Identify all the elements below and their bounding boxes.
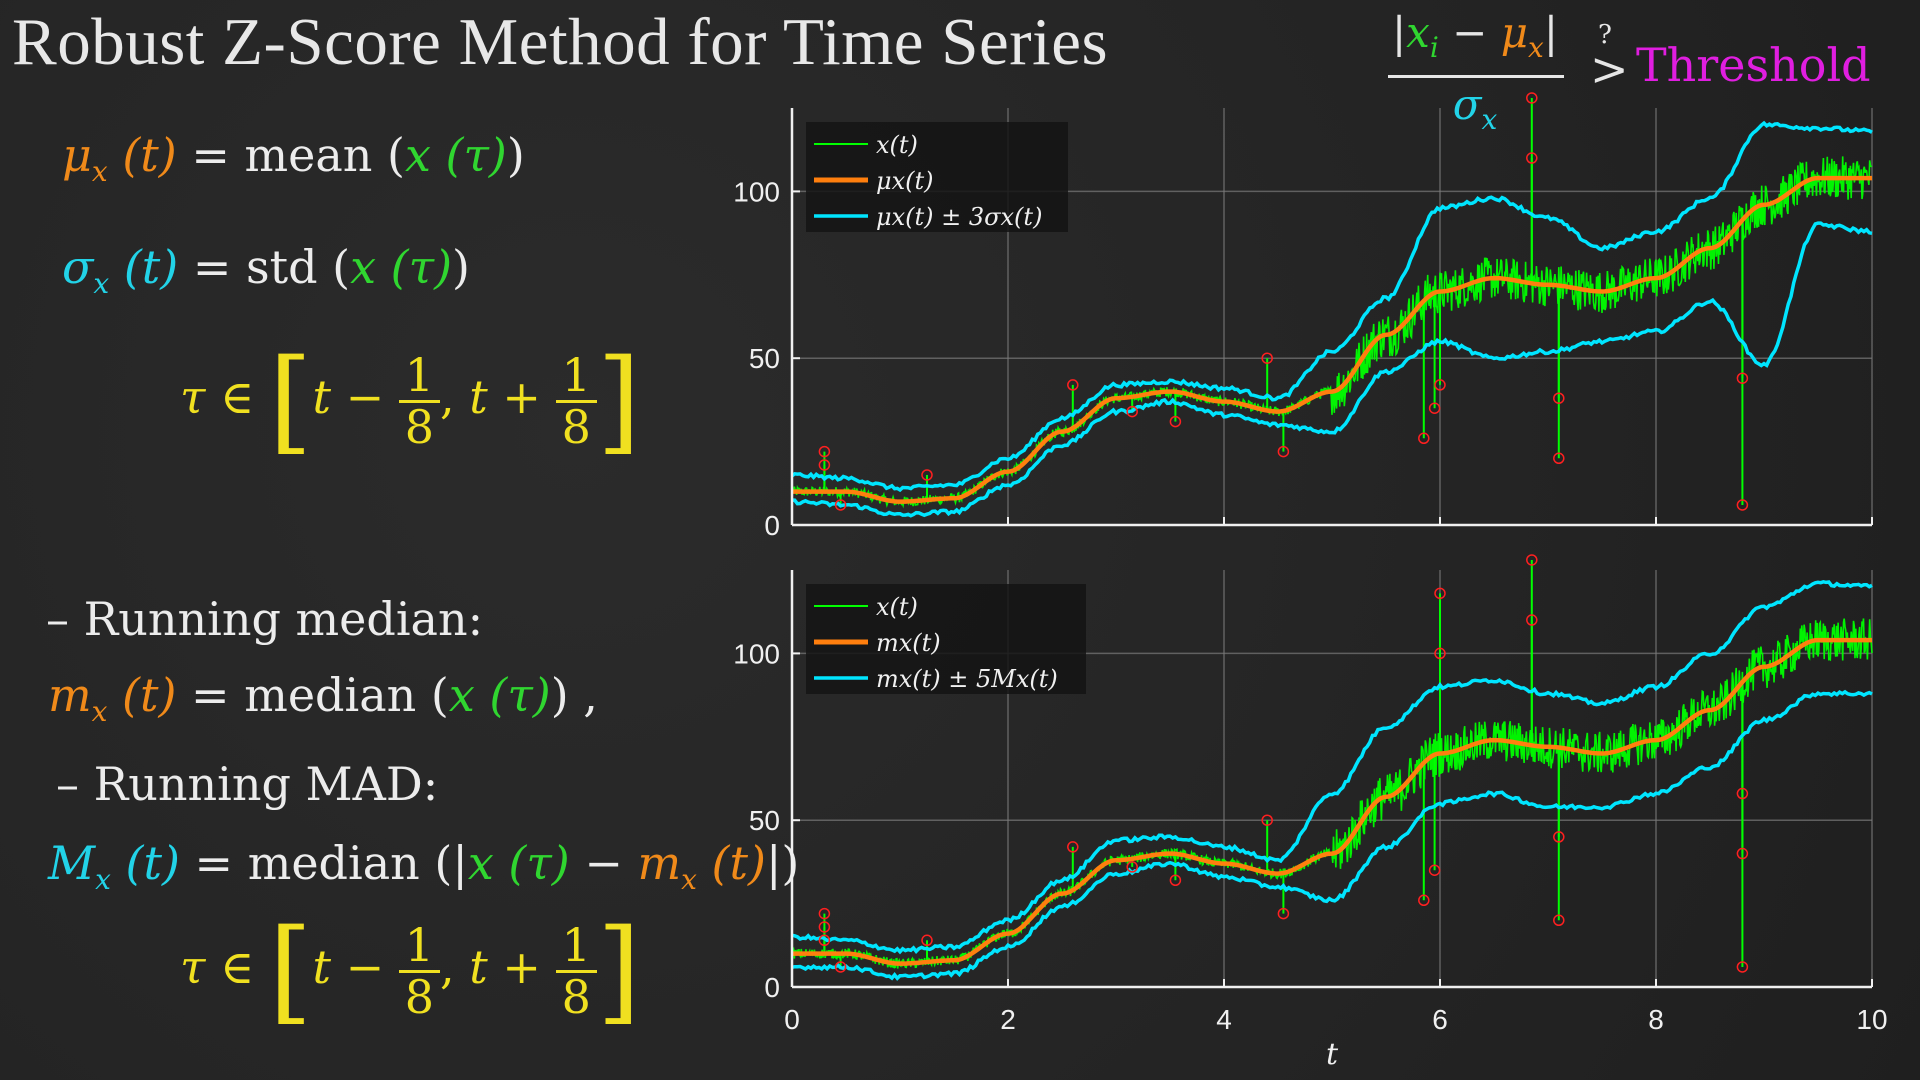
legend-box [806, 584, 1086, 694]
running-mad-label: – Running MAD: [56, 757, 439, 811]
x-tick-label: 0 [784, 1004, 800, 1035]
outlier-marker [834, 499, 847, 511]
outlier-marker [1526, 92, 1538, 104]
x-tick-label: 10 [1856, 1004, 1887, 1035]
outlier-marker [1434, 587, 1446, 600]
outlier-marker [1553, 392, 1565, 404]
outlier-marker [1553, 452, 1565, 465]
threshold-label: Threshold [1636, 38, 1871, 92]
outlier-marker [1067, 841, 1079, 853]
outlier-marker [1067, 379, 1079, 391]
threshold-formula: |xi − μx| σx ? > Threshold [1380, 8, 1910, 136]
upper-band-line [790, 120, 1873, 493]
x-tick-label: 2 [1000, 1004, 1016, 1035]
outlier-marker [818, 921, 831, 933]
outlier-marker [818, 445, 831, 458]
outlier-marker [1526, 152, 1538, 164]
chart-1: 0 50 100 x(t) μx(t) μx(t) ± 3σx(t) [733, 92, 1873, 541]
outlier-marker [1526, 614, 1538, 626]
x-tick-label: 6 [1432, 1004, 1448, 1035]
outlier-marker [1261, 352, 1273, 364]
x-tick-label: 8 [1648, 1004, 1664, 1035]
running-median-label: – Running median: [46, 592, 484, 646]
upper-band-line [791, 579, 1873, 955]
legend-label: x(t) [876, 131, 918, 159]
outlier-marker [1418, 432, 1430, 445]
greater-than-sign: > [1590, 42, 1629, 96]
page-title: Robust Z-Score Method for Time Series [12, 5, 1109, 79]
outlier-marker [1736, 847, 1749, 860]
outlier-marker [921, 469, 933, 481]
std-equation: σx (t) = std (x (τ)) [62, 240, 470, 300]
fraction-bar [1388, 75, 1564, 78]
outlier-marker [1428, 402, 1441, 414]
outlier-marker [834, 961, 847, 973]
outlier-marker [1736, 499, 1749, 511]
outlier-marker [1526, 554, 1538, 566]
x-axis-label: t [1326, 1037, 1339, 1072]
outlier-marker [1277, 907, 1290, 920]
y-tick-label: 0 [764, 972, 780, 1003]
outlier-marker [1428, 864, 1441, 876]
outlier-marker [1169, 415, 1182, 428]
lower-band-line [791, 221, 1873, 518]
y-tick-label: 100 [733, 638, 780, 669]
outlier-marker [1169, 874, 1182, 886]
lower-band-line [791, 689, 1873, 981]
outlier-marker [1736, 961, 1749, 973]
x-tick-label: 4 [1216, 1004, 1232, 1035]
legend-label: μx(t) ± 3σx(t) [876, 203, 1042, 231]
outlier-marker [1553, 914, 1565, 927]
outlier-marker [1418, 894, 1430, 907]
threshold-denominator: σx [1452, 80, 1498, 136]
y-tick-label: 0 [764, 510, 780, 541]
y-tick-label: 50 [749, 805, 780, 836]
legend-label: mx(t) ± 5Mx(t) [876, 665, 1058, 693]
outlier-marker [1736, 372, 1749, 384]
outlier-marker [818, 459, 831, 471]
outlier-marker [1434, 647, 1446, 660]
outlier-marker [1553, 831, 1565, 843]
mean-equation: μx (t) = mean (x (τ)) [62, 128, 525, 188]
question-mark: ? [1598, 20, 1612, 50]
legend-box [806, 122, 1068, 232]
outlier-marker [1277, 445, 1290, 458]
outlier-marker [921, 934, 933, 947]
center-line [792, 175, 1872, 504]
mad-equation: Mx (t) = median (|x (τ) − mx (t)|) [48, 836, 800, 896]
threshold-numerator: |xi − μx| [1392, 8, 1558, 64]
outlier-marker [1126, 405, 1138, 418]
legend-label: x(t) [876, 593, 918, 621]
outlier-marker [1126, 861, 1138, 873]
outlier-marker [1434, 379, 1446, 391]
outlier-marker [1261, 814, 1273, 826]
chart-2: 0 50 100 0 2 4 6 8 10 t x(t) mx(t) mx(t) ± 5Mx(t) [733, 554, 1888, 1072]
median-equation: mx (t) = median (x (τ)) , [48, 668, 598, 728]
outlier-marker [818, 907, 831, 920]
y-tick-label: 100 [733, 176, 780, 207]
outlier-marker [1736, 787, 1749, 800]
outlier-marker [818, 934, 831, 947]
center-line [792, 637, 1872, 966]
y-tick-label: 50 [749, 343, 780, 374]
legend-label: mx(t) [876, 629, 941, 657]
legend-label: μx(t) [876, 167, 934, 195]
